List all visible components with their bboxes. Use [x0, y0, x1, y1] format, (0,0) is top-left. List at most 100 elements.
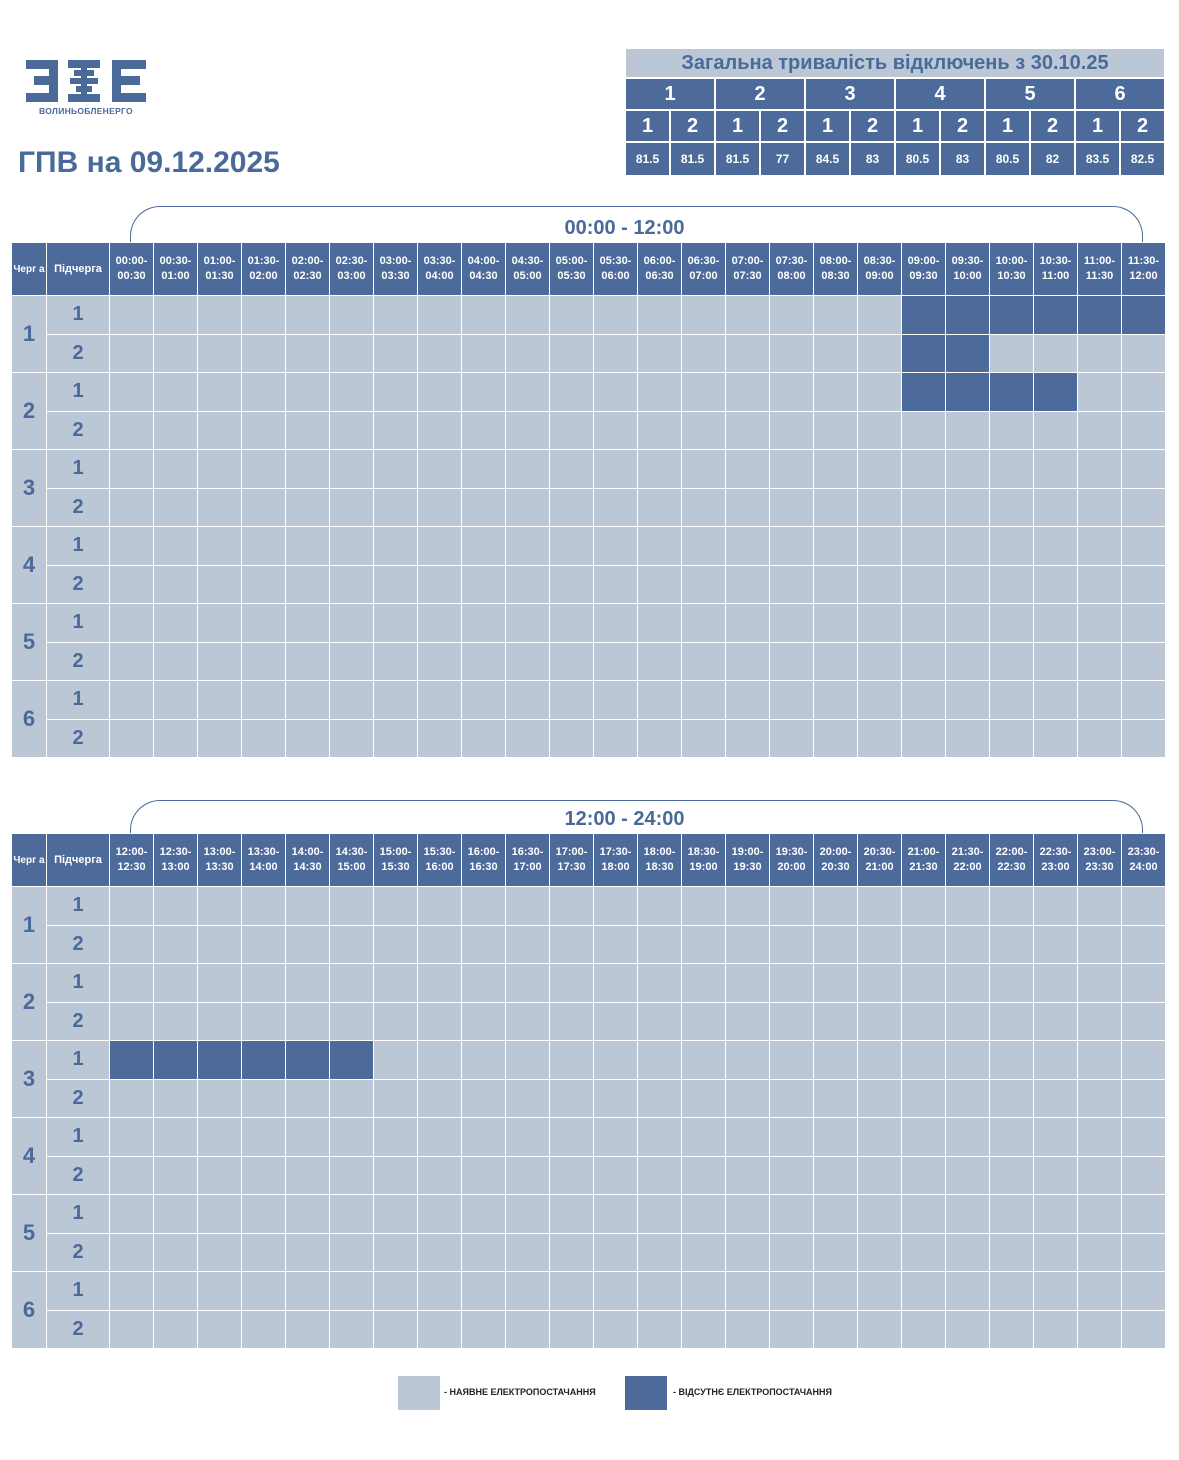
slot-cell-outage — [989, 295, 1034, 335]
slot-cell-powered — [769, 564, 814, 604]
slot-cell-powered — [857, 963, 902, 1003]
queue-number: 3 — [11, 1040, 47, 1118]
slot-cell-powered — [1121, 372, 1166, 412]
slot-cell-powered — [769, 963, 814, 1003]
slot-cell-powered — [153, 487, 198, 527]
slot-cell-powered — [1077, 718, 1122, 758]
slot-cell-powered — [769, 603, 814, 643]
time-slot-header: 15:00- 15:30 — [373, 833, 418, 887]
slot-cell-powered — [1033, 564, 1078, 604]
slot-cell-powered — [945, 564, 990, 604]
slot-cell-powered — [989, 449, 1034, 489]
legend-label-available: - НАЯВНЕ ЕЛЕКТРОПОСТАЧАННЯ — [444, 1387, 596, 1397]
slot-cell-powered — [989, 1001, 1034, 1041]
zoe-logo-icon — [26, 60, 146, 102]
schedule-row: 2 — [12, 1078, 1166, 1118]
slot-cell-powered — [153, 449, 198, 489]
subqueue-number: 2 — [46, 924, 110, 964]
slot-cell-powered — [373, 1001, 418, 1041]
slot-cell-powered — [329, 1155, 374, 1195]
slot-cell-powered — [241, 680, 286, 720]
slot-cell-powered — [901, 1117, 946, 1157]
slot-cell-powered — [725, 1040, 770, 1080]
slot-cell-powered — [681, 1194, 726, 1234]
slot-cell-powered — [549, 1232, 594, 1272]
slot-cell-powered — [505, 564, 550, 604]
slot-cell-powered — [329, 1232, 374, 1272]
slot-cell-powered — [769, 1309, 814, 1349]
slot-cell-powered — [901, 718, 946, 758]
slot-cell-powered — [417, 680, 462, 720]
slot-cell-powered — [989, 1117, 1034, 1157]
slot-cell-powered — [109, 1001, 154, 1041]
slot-cell-powered — [593, 718, 638, 758]
time-slot-header: 10:30- 11:00 — [1033, 242, 1078, 296]
slot-cell-powered — [857, 564, 902, 604]
slot-cell-powered — [329, 718, 374, 758]
slot-cell-powered — [637, 1117, 682, 1157]
slot-cell-powered — [901, 1309, 946, 1349]
slot-cell-powered — [681, 963, 726, 1003]
slot-cell-powered — [989, 1232, 1034, 1272]
slot-cell-powered — [1121, 1078, 1166, 1118]
slot-cell-powered — [549, 680, 594, 720]
slot-cell-powered — [637, 526, 682, 566]
slot-cell-powered — [725, 1001, 770, 1041]
slot-cell-powered — [637, 1001, 682, 1041]
slot-cell-powered — [813, 1117, 858, 1157]
slot-cell-powered — [153, 372, 198, 412]
time-slot-header: 05:00- 05:30 — [549, 242, 594, 296]
slot-cell-powered — [417, 1309, 462, 1349]
slot-cell-powered — [1077, 886, 1122, 926]
time-slot-header: 02:30- 03:00 — [329, 242, 374, 296]
slot-cell-powered — [1121, 564, 1166, 604]
slot-cell-powered — [681, 487, 726, 527]
time-slot-header: 14:30- 15:00 — [329, 833, 374, 887]
slot-cell-powered — [681, 1040, 726, 1080]
slot-cell-powered — [681, 886, 726, 926]
slot-cell-powered — [241, 924, 286, 964]
slot-cell-powered — [285, 1271, 330, 1311]
slot-cell-powered — [373, 1309, 418, 1349]
time-slot-header: 23:30- 24:00 — [1121, 833, 1166, 887]
slot-cell-powered — [505, 449, 550, 489]
slot-cell-powered — [945, 603, 990, 643]
slot-cell-powered — [857, 718, 902, 758]
slot-cell-powered — [989, 886, 1034, 926]
slot-cell-powered — [725, 449, 770, 489]
slot-cell-powered — [197, 603, 242, 643]
slot-cell-powered — [593, 449, 638, 489]
slot-cell-powered — [241, 526, 286, 566]
slot-cell-powered — [417, 1117, 462, 1157]
slot-cell-powered — [285, 603, 330, 643]
slot-cell-powered — [1033, 641, 1078, 681]
slot-cell-powered — [285, 333, 330, 373]
slot-cell-powered — [681, 1271, 726, 1311]
slot-cell-powered — [197, 718, 242, 758]
slot-cell-powered — [505, 1309, 550, 1349]
slot-cell-powered — [461, 886, 506, 926]
slot-cell-powered — [637, 372, 682, 412]
slot-cell-powered — [637, 603, 682, 643]
slot-cell-powered — [901, 886, 946, 926]
summary-hours-value: 83 — [849, 141, 896, 177]
slot-cell-powered — [417, 410, 462, 450]
slot-cell-powered — [593, 1117, 638, 1157]
slot-cell-powered — [549, 1309, 594, 1349]
slot-cell-outage — [241, 1040, 286, 1080]
slot-cell-powered — [197, 680, 242, 720]
slot-cell-powered — [813, 449, 858, 489]
slot-cell-powered — [197, 410, 242, 450]
slot-cell-powered — [549, 449, 594, 489]
subqueue-number: 2 — [46, 333, 110, 373]
slot-cell-powered — [197, 449, 242, 489]
slot-cell-powered — [681, 924, 726, 964]
slot-cell-powered — [461, 449, 506, 489]
slot-cell-powered — [1033, 603, 1078, 643]
slot-cell-powered — [725, 372, 770, 412]
slot-cell-powered — [1033, 1117, 1078, 1157]
slot-cell-powered — [373, 333, 418, 373]
slot-cell-powered — [725, 680, 770, 720]
slot-cell-powered — [285, 1309, 330, 1349]
